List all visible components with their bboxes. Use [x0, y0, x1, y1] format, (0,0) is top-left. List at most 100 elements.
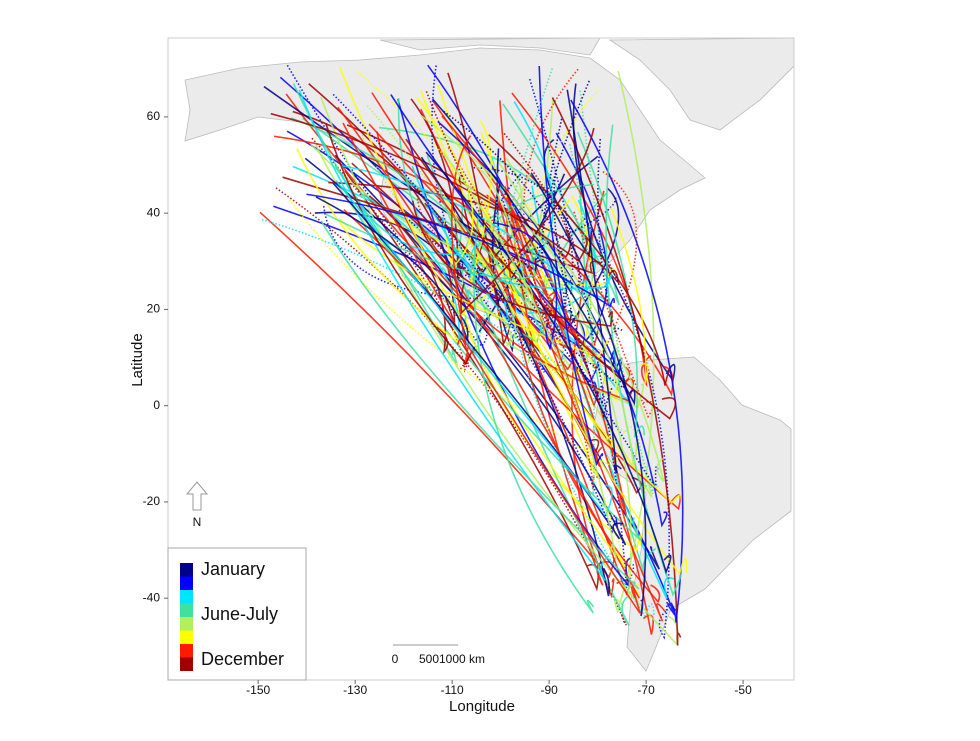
track: [568, 144, 595, 497]
scale-label: 0: [392, 652, 399, 666]
legend: January June-July December: [167, 547, 307, 681]
track: [368, 195, 449, 355]
x-tick-label: -90: [540, 683, 558, 697]
legend-label: December: [201, 649, 284, 669]
plot-frame: [167, 37, 795, 681]
track: [521, 222, 638, 465]
track: [337, 106, 640, 599]
track: [397, 98, 632, 587]
track: [405, 138, 677, 420]
track: [443, 110, 568, 309]
legend-swatch: [180, 590, 193, 604]
track: [488, 134, 673, 386]
track: [411, 165, 510, 323]
legend-swatch: [180, 576, 193, 590]
y-tick-label: -20: [143, 494, 161, 508]
track: [420, 156, 611, 597]
tracks: [259, 64, 688, 647]
track: [440, 181, 464, 289]
track: [320, 220, 640, 590]
scale-label: 500: [419, 652, 439, 666]
legend-label: January: [201, 559, 265, 579]
x-tick-label: -70: [637, 683, 655, 697]
track: [579, 90, 654, 494]
track: [475, 165, 534, 310]
track: [473, 68, 554, 359]
track: [442, 220, 642, 552]
x-tick-label: -150: [246, 683, 270, 697]
north-arrow: [185, 481, 209, 511]
track: [460, 127, 595, 315]
y-axis-title: Latitude: [129, 333, 146, 386]
track: [610, 206, 649, 384]
x-tick-label: -50: [734, 683, 752, 697]
track: [605, 124, 682, 597]
greenland: [608, 38, 794, 131]
legend-swatch: [180, 644, 193, 658]
track: [425, 91, 554, 326]
track: [335, 180, 613, 517]
track: [288, 199, 619, 470]
track: [270, 112, 588, 262]
track: [553, 169, 614, 419]
track: [513, 101, 554, 273]
track: [491, 173, 546, 373]
track: [416, 97, 474, 268]
track: [420, 114, 665, 483]
track: [578, 154, 657, 579]
track: [538, 65, 604, 467]
track: [339, 67, 626, 568]
legend-swatch: [180, 657, 193, 671]
track: [368, 123, 631, 385]
track: [292, 110, 456, 324]
track: [473, 204, 595, 614]
track: [298, 89, 609, 582]
arctic-islands: [379, 38, 601, 56]
track: [509, 201, 603, 467]
track: [443, 207, 517, 347]
legend-swatch: [180, 630, 193, 644]
track: [566, 89, 622, 474]
track: [338, 218, 608, 358]
x-tick-label: -110: [441, 683, 464, 697]
track: [576, 131, 646, 438]
track: [431, 98, 636, 406]
scale-bar: 0 500 1000 km: [392, 644, 485, 666]
track: [306, 193, 615, 308]
y-tick-label: 20: [147, 302, 161, 316]
y-tick-label: 60: [147, 109, 161, 123]
track: [366, 105, 542, 375]
track: [341, 164, 588, 298]
track: [614, 70, 655, 614]
track: [334, 154, 660, 570]
y-tick-label: -40: [143, 590, 161, 604]
legend-label: June-July: [201, 604, 278, 624]
track: [332, 93, 617, 534]
track: [440, 149, 617, 560]
track: [282, 176, 602, 275]
track: [536, 80, 590, 267]
legend-swatch: [180, 617, 193, 631]
track: [304, 157, 627, 546]
legend-swatch: [180, 563, 193, 577]
x-axis-title: Longitude: [449, 698, 515, 715]
track: [411, 200, 613, 327]
track: [585, 171, 638, 372]
north-label: N: [193, 515, 202, 529]
x-tick-label: -130: [343, 683, 367, 697]
track: [425, 151, 672, 575]
track: [441, 216, 613, 290]
scale-label: 1000 km: [439, 652, 485, 666]
track: [528, 78, 635, 589]
track: [420, 90, 613, 449]
track: [530, 172, 647, 617]
track: [315, 196, 469, 341]
track: [397, 97, 544, 343]
legend-swatch: [180, 603, 193, 617]
track: [339, 172, 477, 256]
track: [551, 97, 682, 646]
y-tick-label: 0: [153, 398, 160, 412]
track: [275, 187, 627, 626]
y-tick-label: 40: [147, 205, 161, 219]
